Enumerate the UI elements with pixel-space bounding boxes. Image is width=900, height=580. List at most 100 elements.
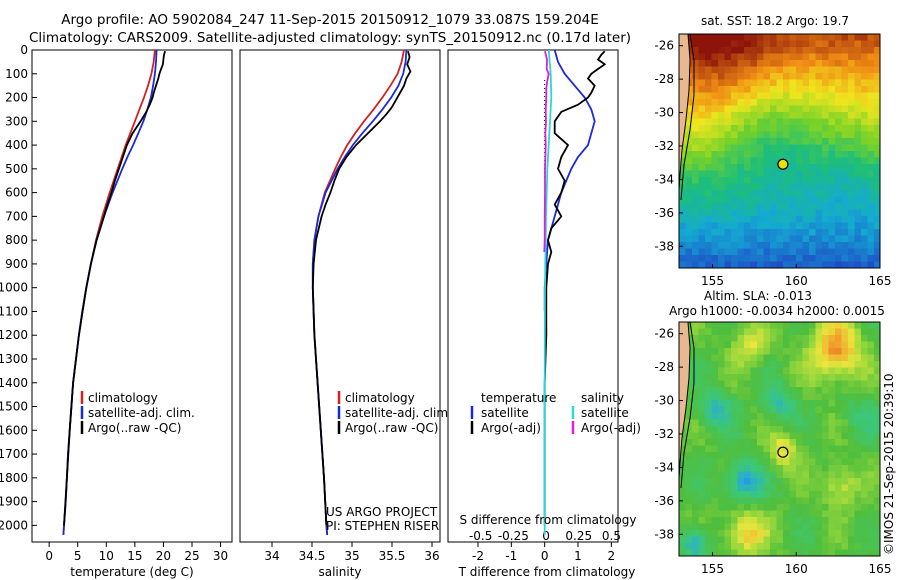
heatmap-cell (789, 419, 797, 427)
x-tick-label: 35 (344, 549, 359, 563)
heatmap-cell (744, 510, 751, 518)
heatmap-cell (835, 517, 842, 524)
heatmap-cell (828, 248, 836, 256)
heatmap-cell (854, 209, 862, 217)
heatmap-cell (822, 157, 829, 165)
heatmap-cell (757, 445, 764, 453)
heatmap-cell (796, 465, 803, 472)
heatmap-cell (705, 34, 712, 41)
heatmap-cell (828, 400, 836, 407)
heatmap-cell (731, 348, 738, 355)
heatmap-cell (867, 92, 875, 100)
heatmap-cell (815, 53, 823, 61)
heatmap-cell (835, 235, 842, 243)
heatmap-cell (796, 491, 803, 498)
heatmap-cell (835, 354, 842, 362)
heatmap-cell (705, 452, 712, 459)
heatmap-cell (835, 393, 842, 401)
heatmap-cell (848, 144, 855, 152)
heatmap-cell (776, 248, 784, 256)
heatmap-cell (744, 183, 751, 191)
heatmap-cell (828, 190, 836, 197)
heatmap-cell (828, 47, 836, 54)
heatmap-cell (718, 164, 725, 171)
heatmap-cell (783, 510, 790, 518)
heatmap-cell (737, 151, 745, 158)
heatmap-cell (737, 60, 745, 67)
heatmap-cell (685, 144, 693, 152)
heatmap-cell (841, 517, 849, 524)
heatmap-cell (711, 491, 719, 498)
heatmap-cell (744, 328, 751, 336)
heatmap-cell (848, 387, 855, 394)
heatmap-cell (685, 229, 693, 236)
heatmap-cell (711, 131, 719, 139)
heatmap-cell (685, 543, 693, 550)
heatmap-cell (848, 248, 855, 256)
heatmap-cell (679, 196, 686, 204)
heatmap-cell (718, 439, 725, 446)
y-tick-label: 400 (5, 138, 28, 152)
heatmap-cell (724, 131, 732, 139)
heatmap-cell (809, 222, 816, 230)
heatmap-cell (776, 235, 784, 243)
heatmap-cell (770, 92, 777, 100)
heatmap-cell (731, 99, 738, 106)
heatmap-cell (828, 73, 836, 80)
heatmap-cell (789, 170, 797, 178)
heatmap-cell (731, 157, 738, 165)
heatmap-cell (737, 261, 745, 268)
heatmap-cell (757, 484, 764, 492)
heatmap-cell (698, 439, 706, 446)
heatmap-cell (789, 255, 797, 262)
heatmap-cell (802, 491, 810, 498)
heatmap-cell (731, 406, 738, 414)
heatmap-cell (770, 79, 777, 87)
heatmap-cell (841, 86, 849, 93)
heatmap-cell (854, 530, 862, 537)
heatmap-cell (763, 367, 771, 375)
heatmap-cell (724, 235, 732, 243)
heatmap-cell (692, 517, 699, 524)
heatmap-cell (692, 393, 699, 401)
heatmap-cell (698, 151, 706, 158)
sst-map-axes: 155 160 165-26-28-30-32-34-36-38 (654, 39, 891, 288)
heatmap-cell (783, 60, 790, 67)
heatmap-cell (724, 328, 732, 336)
heatmap-cell (783, 387, 790, 394)
heatmap-cell (841, 112, 849, 119)
heatmap-cell (835, 497, 842, 505)
heatmap-cell (705, 209, 712, 217)
heatmap-cell (783, 255, 790, 262)
heatmap-cell (796, 530, 803, 537)
heatmap-cell (750, 216, 758, 223)
heatmap-cell (744, 86, 751, 93)
heatmap-cell (841, 445, 849, 453)
heatmap-cell (698, 144, 706, 152)
heatmap-cell (822, 380, 829, 388)
heatmap-cell (757, 209, 764, 217)
salinity-plot-frame (239, 49, 441, 543)
heatmap-cell (731, 112, 738, 119)
heatmap-cell (867, 248, 875, 256)
heatmap-cell (796, 118, 803, 126)
heatmap-cell (822, 361, 829, 368)
heatmap-cell (711, 523, 719, 531)
heatmap-cell (874, 478, 880, 485)
heatmap-cell (757, 523, 764, 531)
heatmap-cell (822, 151, 829, 158)
heatmap-cell (757, 367, 764, 375)
y-tick-label: 200 (5, 91, 28, 105)
heatmap-cell (815, 497, 823, 505)
heatmap-cell (828, 465, 836, 472)
heatmap-cell (731, 361, 738, 368)
heatmap-cell (757, 86, 764, 93)
heatmap-cell (867, 34, 875, 41)
heatmap-cell (718, 530, 725, 537)
heatmap-cell (828, 361, 836, 368)
heatmap-cell (757, 322, 764, 329)
heatmap-cell (718, 229, 725, 236)
y-tick-label: 1400 (0, 376, 28, 390)
heatmap-cell (744, 341, 751, 349)
heatmap-cell (809, 125, 816, 132)
